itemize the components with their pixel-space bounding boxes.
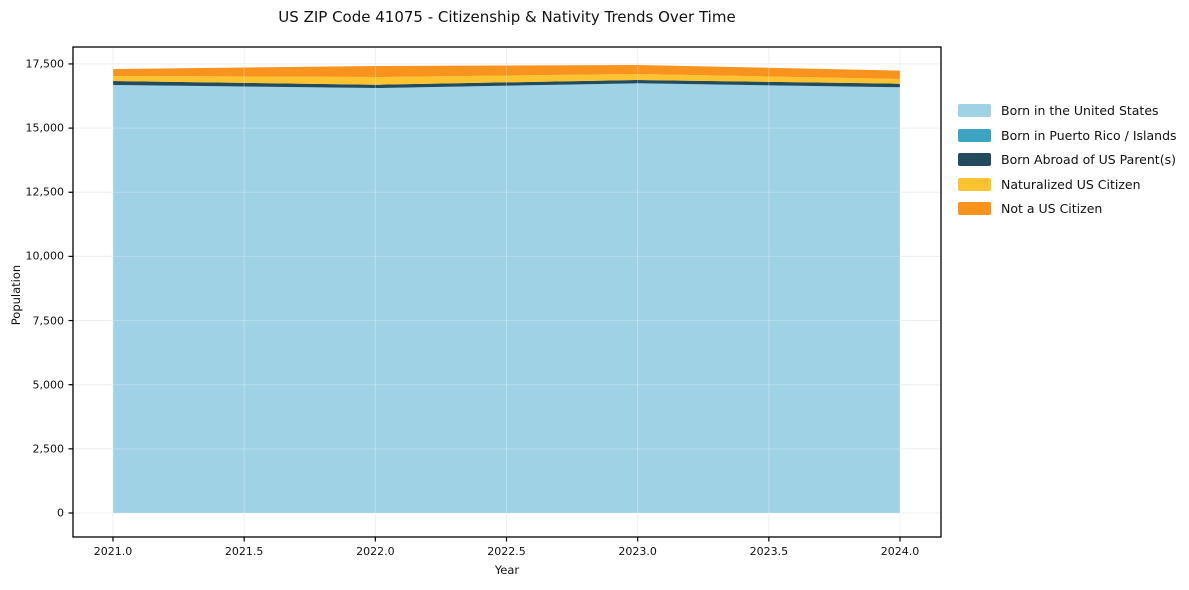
legend-item-puerto-rico: Born in Puerto Rico / Islands bbox=[958, 128, 1177, 143]
area-series-2 bbox=[113, 79, 900, 89]
legend-label-naturalized: Naturalized US Citizen bbox=[1001, 176, 1141, 192]
y-tick-label: 2,500 bbox=[32, 442, 65, 456]
area-series-4 bbox=[113, 64, 900, 79]
legend-item-naturalized: Naturalized US Citizen bbox=[958, 177, 1177, 192]
x-tick-label: 2022.5 bbox=[487, 545, 526, 558]
legend-label-born-us: Born in the United States bbox=[1001, 103, 1159, 118]
legend-swatch-born-abroad bbox=[958, 153, 991, 166]
chart-title: US ZIP Code 41075 - Citizenship & Nativi… bbox=[278, 8, 736, 26]
legend-swatch-puerto-rico bbox=[958, 128, 991, 142]
y-tick-label: 10,000 bbox=[25, 249, 65, 263]
legend-item-born-abroad: Born Abroad of US Parent(s) bbox=[958, 152, 1177, 167]
legend-swatch-naturalized bbox=[958, 177, 991, 191]
legend-label-not-citizen: Not a US Citizen bbox=[1001, 201, 1103, 216]
x-tick-label: 2024.0 bbox=[880, 545, 920, 558]
area-series-3 bbox=[113, 73, 900, 85]
y-tick-label: 12,500 bbox=[25, 185, 65, 199]
legend-swatch-born-us bbox=[958, 104, 991, 117]
legend-label-puerto-rico: Born in Puerto Rico / Islands bbox=[1001, 127, 1177, 143]
legend-label-born-abroad: Born Abroad of US Parent(s) bbox=[1001, 152, 1176, 167]
legend-swatch-not-citizen bbox=[958, 202, 991, 215]
x-tick-label: 2021.0 bbox=[93, 545, 133, 558]
y-tick-label: 0 bbox=[57, 506, 64, 520]
x-axis-label: Year bbox=[494, 563, 520, 577]
legend-item-born-us: Born in the United States bbox=[958, 103, 1177, 118]
x-tick-label: 2021.5 bbox=[224, 545, 264, 558]
x-tick-label: 2023.5 bbox=[749, 545, 789, 558]
legend: Born in the United States Born in Puerto… bbox=[958, 103, 1177, 216]
y-tick-label: 17,500 bbox=[25, 57, 65, 71]
y-axis-label: Population bbox=[9, 264, 23, 326]
x-tick-label: 2022.0 bbox=[356, 545, 395, 558]
legend-item-not-citizen: Not a US Citizen bbox=[958, 201, 1177, 216]
y-tick-label: 15,000 bbox=[25, 121, 65, 135]
y-tick-label: 7,500 bbox=[32, 314, 65, 328]
x-tick-label: 2023.0 bbox=[618, 545, 657, 558]
area-series-0 bbox=[113, 83, 900, 514]
y-tick-label: 5,000 bbox=[32, 378, 65, 392]
